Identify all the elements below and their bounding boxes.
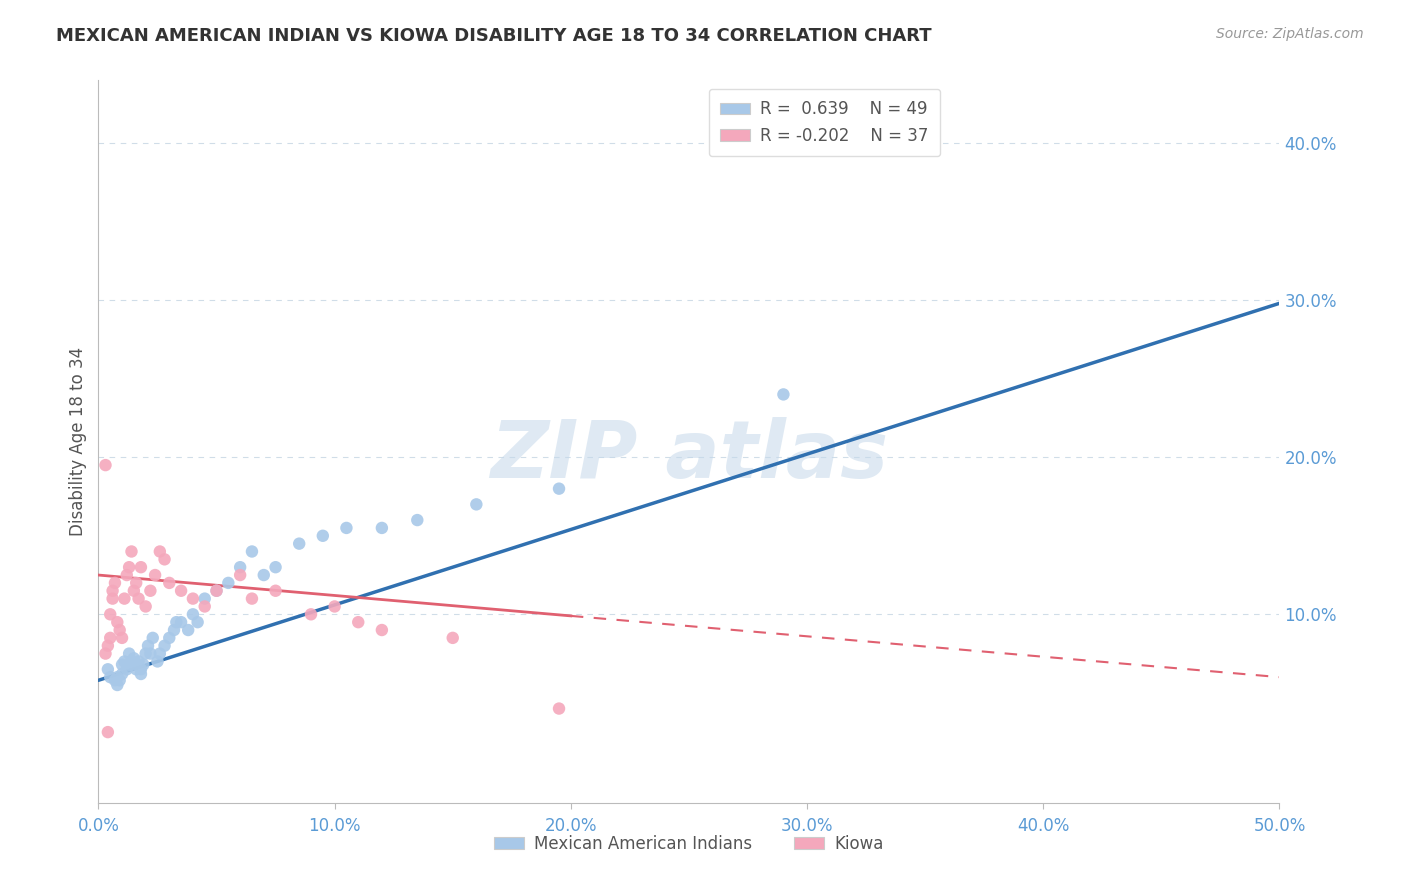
Point [97, 639, 120, 653]
Point [406, 513, 429, 527]
Point [194, 591, 217, 606]
Point [371, 623, 394, 637]
Point [465, 497, 488, 511]
Point [139, 647, 162, 661]
Point [129, 560, 152, 574]
Point [105, 678, 128, 692]
Point [115, 662, 138, 676]
Point [122, 651, 145, 665]
Point [112, 655, 135, 669]
Point [132, 657, 155, 672]
Point [111, 631, 134, 645]
Point [111, 657, 134, 672]
Point [135, 647, 157, 661]
Point [548, 482, 571, 496]
Point [194, 599, 217, 614]
Point [105, 615, 128, 630]
Point [115, 568, 138, 582]
Point [177, 623, 200, 637]
Point [129, 662, 152, 676]
Point [548, 701, 571, 715]
Point [153, 639, 176, 653]
Point [187, 615, 209, 630]
Point [94, 647, 117, 661]
Point [142, 631, 165, 645]
Point [163, 623, 186, 637]
Point [94, 458, 117, 472]
Point [111, 667, 134, 681]
Point [139, 583, 162, 598]
Point [105, 670, 128, 684]
Point [264, 560, 287, 574]
Point [347, 615, 370, 630]
Point [143, 568, 166, 582]
Point [101, 591, 124, 606]
Point [149, 544, 172, 558]
Point [135, 599, 157, 614]
Text: Source: ZipAtlas.com: Source: ZipAtlas.com [1216, 27, 1364, 41]
Point [121, 544, 143, 558]
Point [312, 529, 335, 543]
Point [146, 655, 169, 669]
Point [98, 607, 121, 622]
Point [129, 667, 152, 681]
Point [157, 575, 180, 590]
Point [181, 591, 204, 606]
Point [122, 583, 145, 598]
Point [97, 725, 120, 739]
Point [104, 673, 127, 688]
Point [253, 568, 276, 582]
Point [371, 521, 394, 535]
Point [128, 655, 150, 669]
Point [108, 623, 131, 637]
Point [299, 607, 322, 622]
Point [112, 591, 135, 606]
Text: MEXICAN AMERICAN INDIAN VS KIOWA DISABILITY AGE 18 TO 34 CORRELATION CHART: MEXICAN AMERICAN INDIAN VS KIOWA DISABIL… [56, 27, 932, 45]
Legend: Mexican American Indians, Kiowa: Mexican American Indians, Kiowa [488, 828, 890, 860]
Point [108, 673, 131, 688]
Point [125, 657, 148, 672]
Point [323, 599, 346, 614]
Point [149, 647, 172, 661]
Point [97, 662, 120, 676]
Point [125, 662, 148, 676]
Point [229, 568, 252, 582]
Point [335, 521, 357, 535]
Point [170, 583, 193, 598]
Point [128, 591, 150, 606]
Point [217, 575, 239, 590]
Point [288, 536, 311, 550]
Point [104, 575, 127, 590]
Point [153, 552, 176, 566]
Point [121, 655, 143, 669]
Point [98, 670, 121, 684]
Point [229, 560, 252, 574]
Point [157, 631, 180, 645]
Point [170, 615, 193, 630]
Point [118, 657, 141, 672]
Text: ZIP atlas: ZIP atlas [489, 417, 889, 495]
Point [441, 631, 464, 645]
Point [772, 387, 794, 401]
Y-axis label: Disability Age 18 to 34: Disability Age 18 to 34 [69, 347, 87, 536]
Point [118, 560, 141, 574]
Point [101, 583, 124, 598]
Point [205, 583, 228, 598]
Point [240, 591, 263, 606]
Point [240, 544, 263, 558]
Point [205, 583, 228, 598]
Point [136, 639, 159, 653]
Point [181, 607, 204, 622]
Point [264, 583, 287, 598]
Point [98, 631, 121, 645]
Point [118, 647, 141, 661]
Point [165, 615, 187, 630]
Point [125, 575, 148, 590]
